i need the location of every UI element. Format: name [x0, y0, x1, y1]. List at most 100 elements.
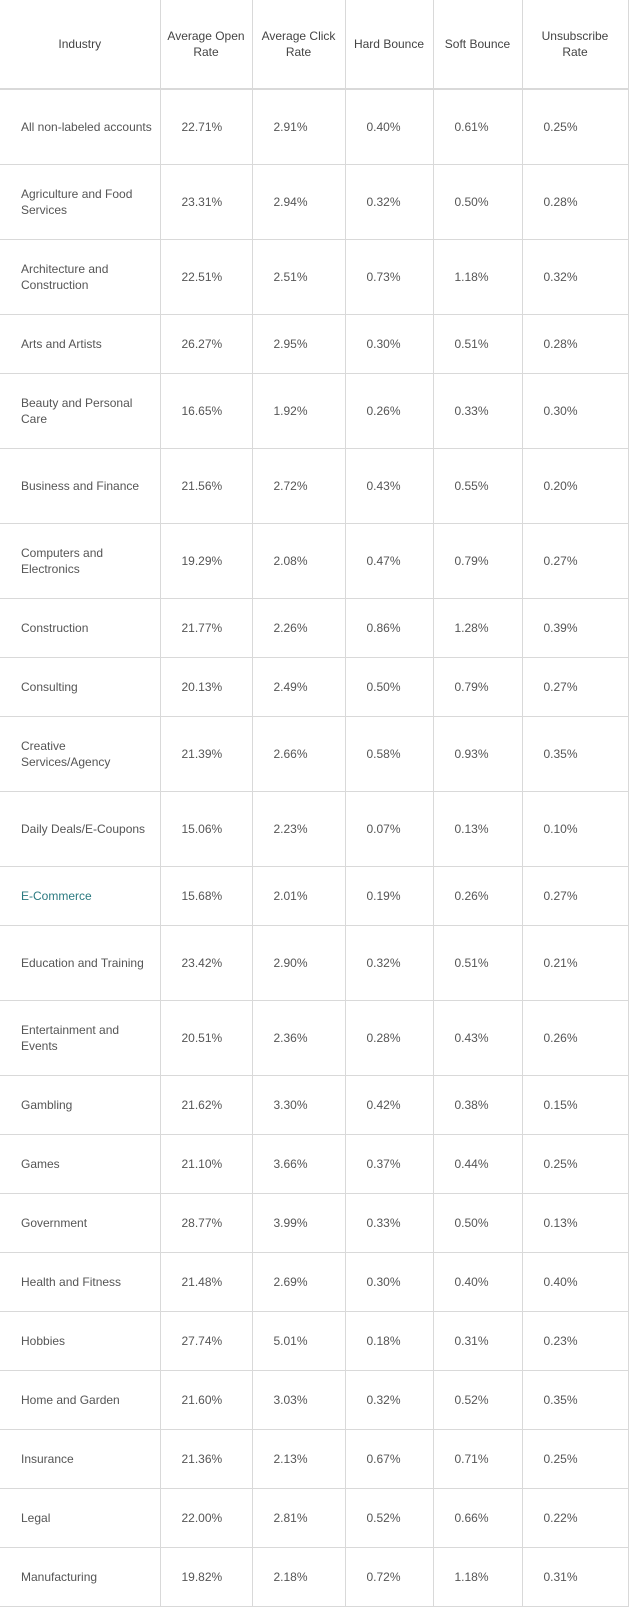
open-rate-cell: 21.48% [159, 1252, 253, 1312]
table-row: Agriculture and Food Services 23.31% 2.94%… [0, 164, 629, 240]
open-rate-cell: 21.36% [159, 1429, 253, 1489]
table-row: Manufacturing 19.82% 2.18% 0.72% 1.18% 0.31% [0, 1547, 629, 1607]
unsubscribe-rate-cell: 0.31% [521, 1547, 629, 1607]
industry-cell: Agriculture and Food Services [0, 164, 161, 240]
hard-bounce-cell: 0.72% [344, 1547, 434, 1607]
industry-cell: Entertainment and Events [0, 1000, 161, 1076]
click-rate-cell: 2.91% [251, 89, 346, 165]
unsubscribe-rate-cell: 0.35% [521, 1370, 629, 1430]
unsubscribe-rate-cell: 0.25% [521, 1134, 629, 1194]
soft-bounce-cell: 0.51% [432, 925, 523, 1001]
industry-cell: Arts and Artists [0, 314, 161, 374]
hard-bounce-cell: 0.67% [344, 1429, 434, 1489]
industry-cell: Education and Training [0, 925, 161, 1001]
click-rate-cell: 1.92% [251, 373, 346, 449]
table-row: Entertainment and Events 20.51% 2.36% 0.28%… [0, 1000, 629, 1076]
unsubscribe-rate-cell: 0.28% [521, 314, 629, 374]
open-rate-cell: 21.56% [159, 448, 253, 524]
click-rate-cell: 2.26% [251, 598, 346, 658]
industry-cell: Games [0, 1134, 161, 1194]
soft-bounce-cell: 0.38% [432, 1075, 523, 1135]
industry-cell: Construction [0, 598, 161, 658]
table-row: Insurance 21.36% 2.13% 0.67% 0.71% 0.25% [0, 1429, 629, 1489]
industry-cell: Insurance [0, 1429, 161, 1489]
hard-bounce-cell: 0.40% [344, 89, 434, 165]
hard-bounce-cell: 0.52% [344, 1488, 434, 1548]
industry-cell: Home and Garden [0, 1370, 161, 1430]
click-rate-cell: 2.95% [251, 314, 346, 374]
soft-bounce-cell: 0.43% [432, 1000, 523, 1076]
industry-cell: Government [0, 1193, 161, 1253]
open-rate-cell: 15.68% [159, 866, 253, 926]
click-rate-cell: 5.01% [251, 1311, 346, 1371]
open-rate-cell: 19.29% [159, 523, 253, 599]
click-rate-cell: 3.66% [251, 1134, 346, 1194]
open-rate-cell: 20.13% [159, 657, 253, 717]
click-rate-cell: 2.08% [251, 523, 346, 599]
open-rate-cell: 22.71% [159, 89, 253, 165]
soft-bounce-cell: 0.44% [432, 1134, 523, 1194]
click-rate-cell: 3.99% [251, 1193, 346, 1253]
unsubscribe-rate-cell: 0.35% [521, 716, 629, 792]
open-rate-cell: 26.27% [159, 314, 253, 374]
industry-link[interactable]: E-Commerce [0, 866, 161, 926]
soft-bounce-cell: 0.40% [432, 1252, 523, 1312]
open-rate-cell: 16.65% [159, 373, 253, 449]
click-rate-cell: 2.51% [251, 239, 346, 315]
unsubscribe-rate-cell: 0.27% [521, 523, 629, 599]
table-row: Games 21.10% 3.66% 0.37% 0.44% 0.25% [0, 1134, 629, 1194]
open-rate-cell: 20.51% [159, 1000, 253, 1076]
table-row: Construction 21.77% 2.26% 0.86% 1.28% 0.39% [0, 598, 629, 658]
open-rate-cell: 21.60% [159, 1370, 253, 1430]
hard-bounce-cell: 0.42% [344, 1075, 434, 1135]
hard-bounce-cell: 0.33% [344, 1193, 434, 1253]
unsubscribe-rate-cell: 0.39% [521, 598, 629, 658]
table-row: E-Commerce 15.68% 2.01% 0.19% 0.26% 0.27% [0, 866, 629, 926]
click-rate-cell: 3.30% [251, 1075, 346, 1135]
industry-cell: Gambling [0, 1075, 161, 1135]
click-rate-cell: 2.90% [251, 925, 346, 1001]
unsubscribe-rate-cell: 0.32% [521, 239, 629, 315]
header-unsubscribe-rate: Unsubscribe Rate [521, 0, 629, 90]
open-rate-cell: 23.42% [159, 925, 253, 1001]
unsubscribe-rate-cell: 0.10% [521, 791, 629, 867]
soft-bounce-cell: 0.93% [432, 716, 523, 792]
table-row: Gambling 21.62% 3.30% 0.42% 0.38% 0.15% [0, 1075, 629, 1135]
unsubscribe-rate-cell: 0.27% [521, 866, 629, 926]
table-row: Consulting 20.13% 2.49% 0.50% 0.79% 0.27% [0, 657, 629, 717]
unsubscribe-rate-cell: 0.25% [521, 89, 629, 165]
table-row: Creative Services/Agency 21.39% 2.66% 0.58%… [0, 716, 629, 792]
hard-bounce-cell: 0.30% [344, 314, 434, 374]
unsubscribe-rate-cell: 0.28% [521, 164, 629, 240]
soft-bounce-cell: 0.50% [432, 1193, 523, 1253]
header-soft-bounce: Soft Bounce [432, 0, 523, 90]
industry-cell: Hobbies [0, 1311, 161, 1371]
open-rate-cell: 21.62% [159, 1075, 253, 1135]
unsubscribe-rate-cell: 0.13% [521, 1193, 629, 1253]
table-row: Business and Finance 21.56% 2.72% 0.43% 0.55… [0, 448, 629, 524]
hard-bounce-cell: 0.32% [344, 164, 434, 240]
unsubscribe-rate-cell: 0.15% [521, 1075, 629, 1135]
industry-cell: Legal [0, 1488, 161, 1548]
open-rate-cell: 21.10% [159, 1134, 253, 1194]
header-hard-bounce: Hard Bounce [344, 0, 434, 90]
unsubscribe-rate-cell: 0.27% [521, 657, 629, 717]
click-rate-cell: 2.66% [251, 716, 346, 792]
soft-bounce-cell: 0.50% [432, 164, 523, 240]
hard-bounce-cell: 0.73% [344, 239, 434, 315]
click-rate-cell: 2.94% [251, 164, 346, 240]
hard-bounce-cell: 0.28% [344, 1000, 434, 1076]
soft-bounce-cell: 0.51% [432, 314, 523, 374]
unsubscribe-rate-cell: 0.30% [521, 373, 629, 449]
hard-bounce-cell: 0.43% [344, 448, 434, 524]
industry-cell: Daily Deals/E-Coupons [0, 791, 161, 867]
header-open-rate: Average Open Rate [159, 0, 253, 90]
header-click-rate: Average Click Rate [251, 0, 346, 90]
click-rate-cell: 2.72% [251, 448, 346, 524]
open-rate-cell: 27.74% [159, 1311, 253, 1371]
table-row: Architecture and Construction 22.51% 2.51%… [0, 239, 629, 315]
open-rate-cell: 28.77% [159, 1193, 253, 1253]
table-header-row: Industry Average Open Rate Average Click… [0, 0, 629, 90]
industry-cell: Manufacturing [0, 1547, 161, 1607]
table-row: Education and Training 23.42% 2.90% 0.32% 0.… [0, 925, 629, 1001]
